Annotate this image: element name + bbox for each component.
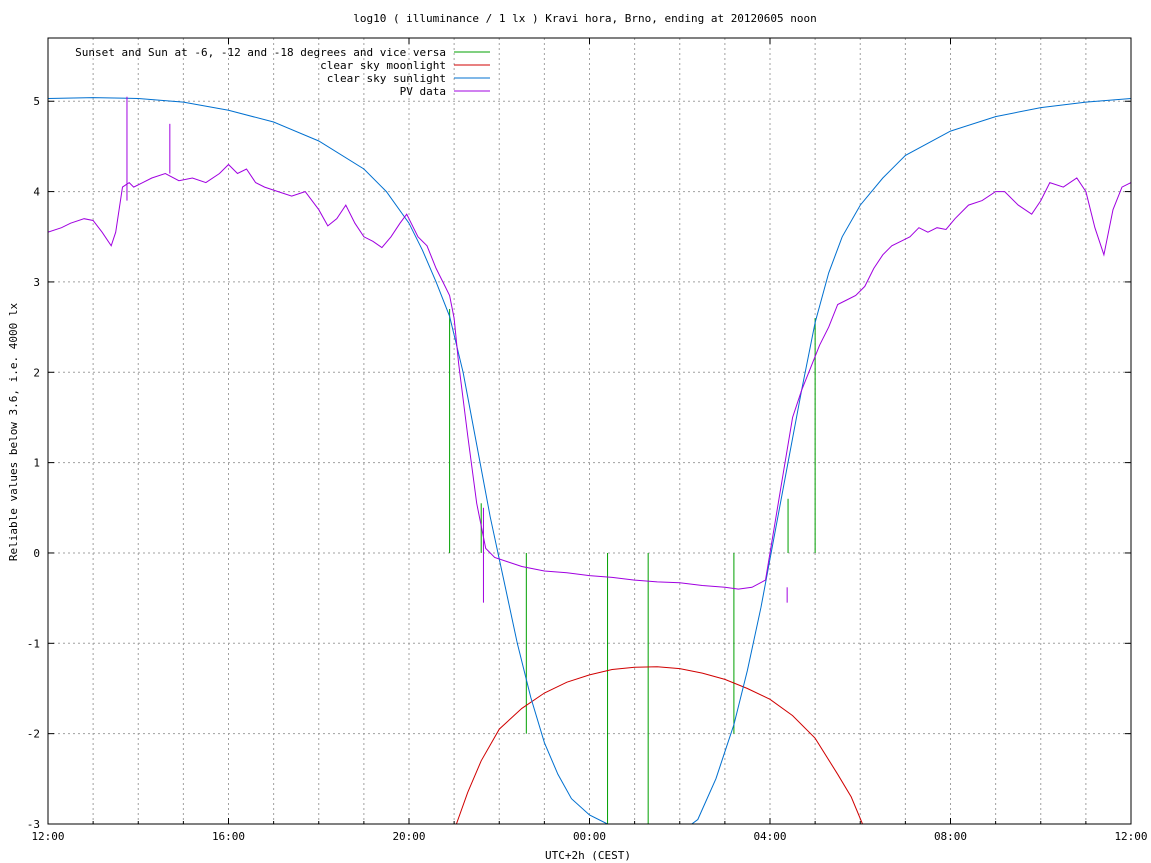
series-group — [48, 96, 1131, 824]
axis-ticks — [47, 38, 1132, 825]
moonlight-line — [455, 666, 863, 824]
legend-label: Sunset and Sun at -6, -12 and -18 degree… — [75, 46, 446, 59]
plot-area — [48, 96, 1131, 824]
plot-frame — [47, 37, 1132, 825]
legend-label: clear sky moonlight — [320, 59, 446, 72]
tick-labels: -3 -2 -1 0 1 2 3 4 5 12:00 16:00 20:00 00:00 04:00 08:… — [27, 95, 1148, 843]
x-tick-label: 12:00 — [31, 830, 64, 843]
grid — [48, 38, 1131, 824]
x-tick-label: 20:00 — [392, 830, 425, 843]
y-tick-label: -3 — [27, 818, 40, 831]
y-tick-label: 4 — [33, 186, 40, 199]
y-tick-label: 2 — [33, 366, 40, 379]
legend-label: clear sky sunlight — [327, 72, 446, 85]
legend-label: PV data — [400, 85, 446, 98]
y-tick-label: -1 — [27, 637, 40, 650]
y-tick-label: 1 — [33, 457, 40, 470]
x-tick-label: 00:00 — [573, 830, 606, 843]
y-tick-label: 5 — [33, 95, 40, 108]
sunlight-line — [48, 97, 1131, 824]
x-tick-label: 04:00 — [753, 830, 786, 843]
chart-title: log10 ( illuminance / 1 lx ) Kravi hora,… — [353, 12, 817, 25]
y-axis-label: Reliable values below 3.6, i.e. 4000 lx — [7, 302, 20, 561]
x-tick-label: 12:00 — [1114, 830, 1147, 843]
legend: Sunset and Sun at -6, -12 and -18 degree… — [75, 46, 490, 98]
y-tick-label: 3 — [33, 276, 40, 289]
y-tick-label: 0 — [33, 547, 40, 560]
pv-data-line — [48, 163, 1131, 590]
y-tick-label: -2 — [27, 728, 40, 741]
x-axis-label: UTC+2h (CEST) — [545, 849, 631, 862]
x-tick-label: 08:00 — [934, 830, 967, 843]
x-tick-label: 16:00 — [212, 830, 245, 843]
